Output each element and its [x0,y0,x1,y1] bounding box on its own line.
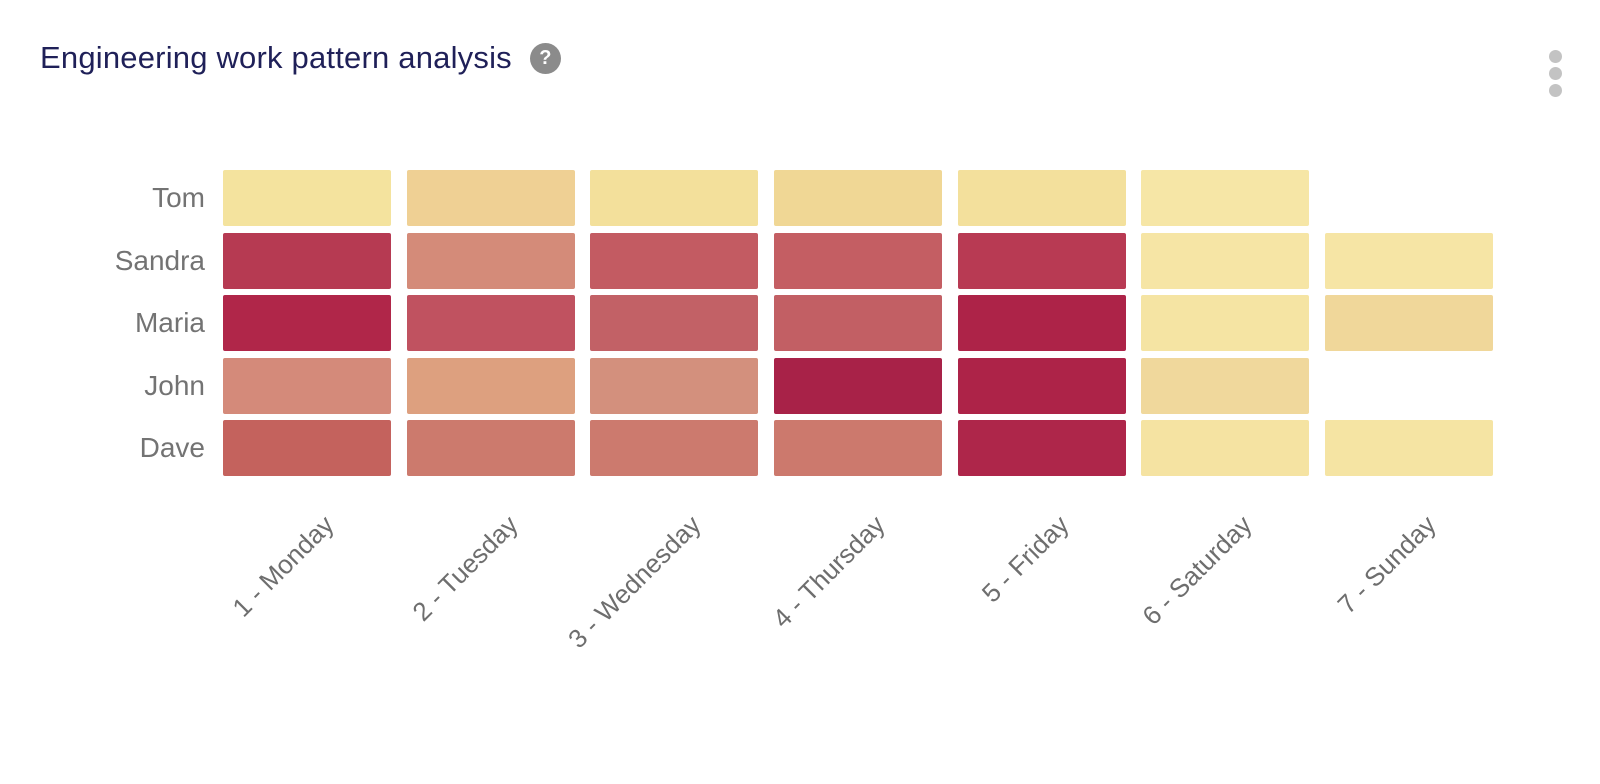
heatmap-cell[interactable] [590,420,759,476]
heatmap-cell[interactable] [406,170,575,226]
y-axis-label: Maria [134,307,205,338]
heatmap-cell[interactable] [1141,420,1310,476]
heatmap-cell[interactable] [957,420,1126,476]
x-axis-label: 5 - Friday [975,509,1075,609]
x-axis-label: 3 - Wednesday [562,509,707,654]
heatmap-cell[interactable] [590,170,759,226]
chart-header: Engineering work pattern analysis ? [40,40,561,76]
y-axis-label: Sandra [114,244,205,276]
kebab-dot-icon [1548,50,1562,63]
heatmap-cell[interactable] [774,420,942,476]
heatmap-cell[interactable] [1325,420,1494,476]
x-axis-label: 6 - Saturday [1136,509,1258,631]
help-icon-glyph: ? [539,46,552,69]
heatmap-cell[interactable] [774,170,942,226]
x-axis-label: 1 - Monday [226,509,340,623]
heatmap-cell[interactable] [223,420,391,476]
heatmap-cell[interactable] [223,170,391,226]
heatmap-cell[interactable] [957,357,1126,414]
x-axis-label: 2 - Tuesday [406,509,524,627]
kebab-dot-icon [1548,84,1562,97]
heatmap-cell[interactable] [590,232,759,289]
help-icon[interactable]: ? [529,42,561,74]
heatmap-cell[interactable] [406,357,575,414]
heatmap-cell[interactable] [223,295,391,351]
heatmap-cell[interactable] [1141,232,1310,289]
heatmap-cell[interactable] [590,357,759,414]
heatmap-cell[interactable] [590,295,759,351]
heatmap-cell[interactable] [223,232,391,289]
heatmap-cell[interactable] [1325,232,1494,289]
heatmap-cell[interactable] [406,232,575,289]
kebab-dot-icon [1548,67,1562,80]
heatmap-cell[interactable] [1141,170,1310,226]
heatmap-cell[interactable] [774,232,942,289]
heatmap-cell[interactable] [223,357,391,414]
heatmap-cell[interactable] [774,357,942,414]
page-title: Engineering work pattern analysis [40,40,512,75]
heatmap-cell[interactable] [774,295,942,351]
heatmap-cell[interactable] [957,232,1126,289]
heatmap-cell[interactable] [1141,357,1310,414]
x-axis-label: 7 - Sunday [1331,509,1442,620]
heatmap-cell[interactable] [406,420,575,476]
heatmap-cell[interactable] [406,295,575,351]
heatmap-cell[interactable] [1141,295,1310,351]
y-axis-label: John [144,369,205,401]
kebab-menu-button[interactable] [1548,50,1562,97]
y-axis-label: Dave [139,432,205,463]
heatmap-cell[interactable] [957,295,1126,351]
heatmap-cell[interactable] [957,170,1126,226]
x-axis-label: 4 - Thursday [766,509,891,634]
heatmap-cell[interactable] [1325,295,1494,351]
y-axis-label: Tom [152,182,205,213]
